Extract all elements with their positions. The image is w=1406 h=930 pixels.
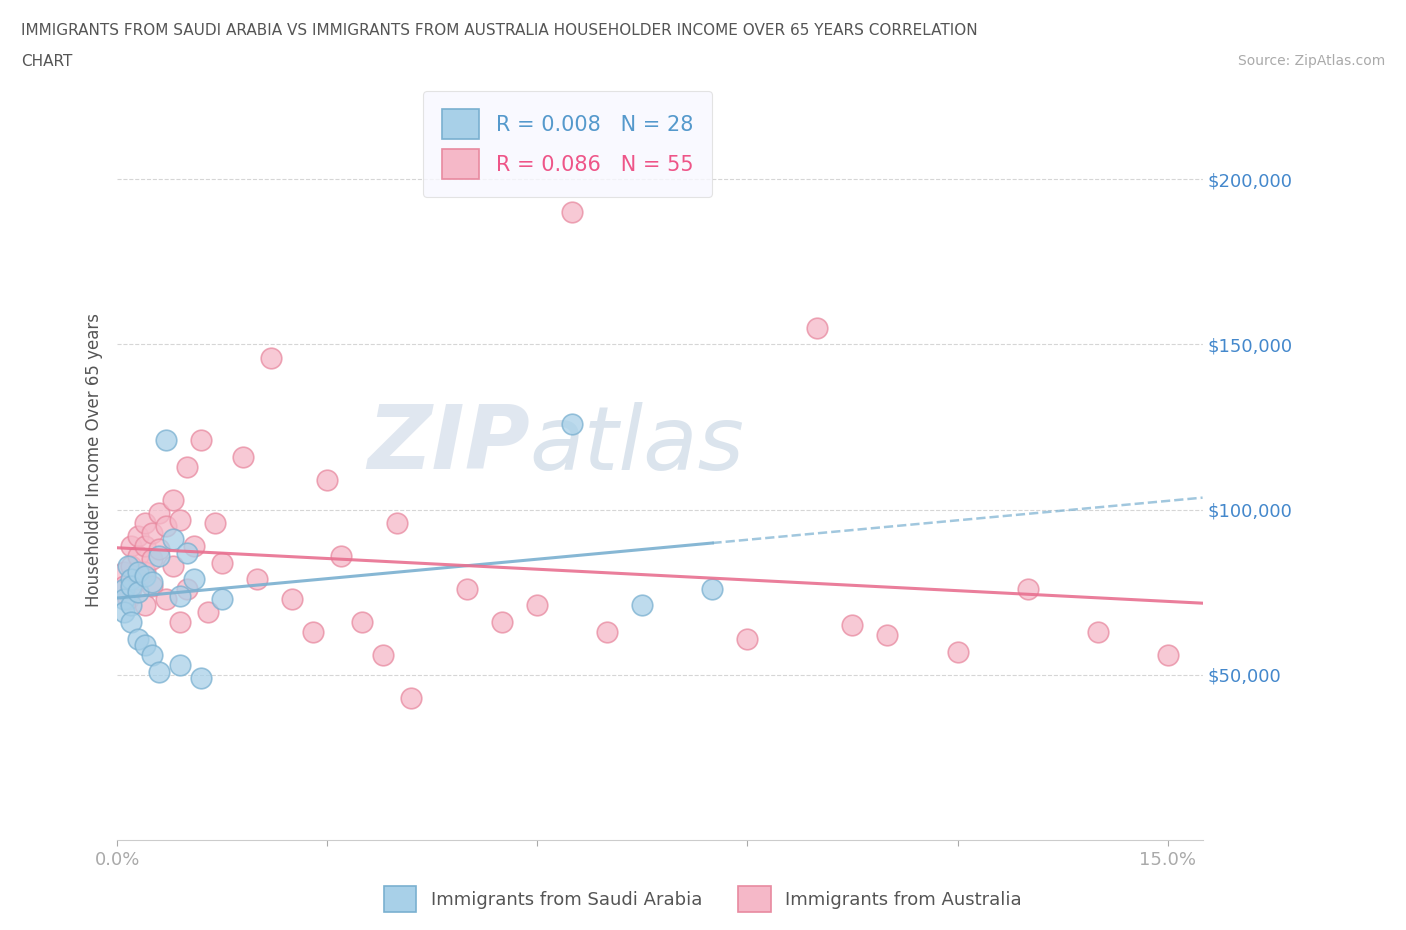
Point	[162, 558, 184, 573]
Point	[148, 664, 170, 679]
Point	[176, 459, 198, 474]
Point	[352, 615, 374, 630]
Point	[316, 472, 339, 487]
Text: CHART: CHART	[21, 54, 73, 69]
Point	[596, 624, 619, 639]
Point	[120, 538, 142, 553]
Point	[162, 492, 184, 507]
Point	[401, 691, 423, 706]
Point	[127, 572, 149, 587]
Point	[190, 432, 212, 447]
Point	[127, 528, 149, 543]
Point	[120, 615, 142, 630]
Point	[117, 591, 139, 606]
Point	[141, 578, 163, 593]
Point	[183, 538, 205, 553]
Point	[169, 615, 191, 630]
Point	[169, 512, 191, 527]
Point	[112, 565, 135, 580]
Point	[141, 647, 163, 662]
Point	[387, 515, 409, 530]
Point	[330, 549, 353, 564]
Point	[561, 417, 583, 432]
Point	[211, 591, 233, 606]
Point	[211, 555, 233, 570]
Point	[155, 432, 177, 447]
Point	[169, 588, 191, 603]
Point	[1087, 624, 1109, 639]
Point	[197, 604, 219, 619]
Point	[112, 604, 135, 619]
Point	[841, 618, 863, 632]
Point	[176, 581, 198, 596]
Point	[112, 581, 135, 596]
Y-axis label: Householder Income Over 65 years: Householder Income Over 65 years	[86, 313, 103, 607]
Point	[204, 515, 226, 530]
Point	[148, 506, 170, 521]
Point	[148, 549, 170, 564]
Point	[946, 644, 969, 659]
Point	[134, 598, 156, 613]
Point	[302, 624, 325, 639]
Point	[120, 581, 142, 596]
Point	[456, 581, 478, 596]
Point	[120, 598, 142, 613]
Point	[232, 449, 254, 464]
Point	[1017, 581, 1039, 596]
Point	[134, 538, 156, 553]
Point	[876, 628, 898, 643]
Point	[127, 585, 149, 600]
Text: atlas: atlas	[530, 402, 745, 488]
Point	[162, 532, 184, 547]
Point	[141, 575, 163, 590]
Point	[134, 565, 156, 580]
Legend: Immigrants from Saudi Arabia, Immigrants from Australia: Immigrants from Saudi Arabia, Immigrants…	[375, 877, 1031, 921]
Point	[702, 581, 724, 596]
Point	[127, 549, 149, 564]
Point	[183, 572, 205, 587]
Point	[169, 658, 191, 672]
Point	[155, 519, 177, 534]
Point	[112, 591, 135, 606]
Point	[561, 205, 583, 219]
Point	[141, 551, 163, 566]
Point	[806, 321, 828, 336]
Point	[134, 515, 156, 530]
Point	[260, 351, 283, 365]
Point	[373, 647, 395, 662]
Point	[117, 558, 139, 573]
Point	[176, 545, 198, 560]
Point	[631, 598, 654, 613]
Point	[526, 598, 548, 613]
Point	[281, 591, 304, 606]
Point	[141, 525, 163, 540]
Point	[120, 578, 142, 593]
Text: ZIP: ZIP	[367, 402, 530, 488]
Point	[112, 578, 135, 593]
Point	[120, 572, 142, 587]
Point	[190, 671, 212, 685]
Point	[127, 565, 149, 580]
Point	[1156, 647, 1178, 662]
Point	[127, 631, 149, 646]
Point	[737, 631, 759, 646]
Point	[246, 572, 269, 587]
Point	[491, 615, 513, 630]
Text: Source: ZipAtlas.com: Source: ZipAtlas.com	[1237, 54, 1385, 68]
Point	[134, 568, 156, 583]
Text: IMMIGRANTS FROM SAUDI ARABIA VS IMMIGRANTS FROM AUSTRALIA HOUSEHOLDER INCOME OVE: IMMIGRANTS FROM SAUDI ARABIA VS IMMIGRAN…	[21, 23, 977, 38]
Point	[134, 638, 156, 653]
Legend: R = 0.008   N = 28, R = 0.086   N = 55: R = 0.008 N = 28, R = 0.086 N = 55	[423, 90, 713, 197]
Point	[148, 542, 170, 557]
Point	[155, 591, 177, 606]
Point	[120, 558, 142, 573]
